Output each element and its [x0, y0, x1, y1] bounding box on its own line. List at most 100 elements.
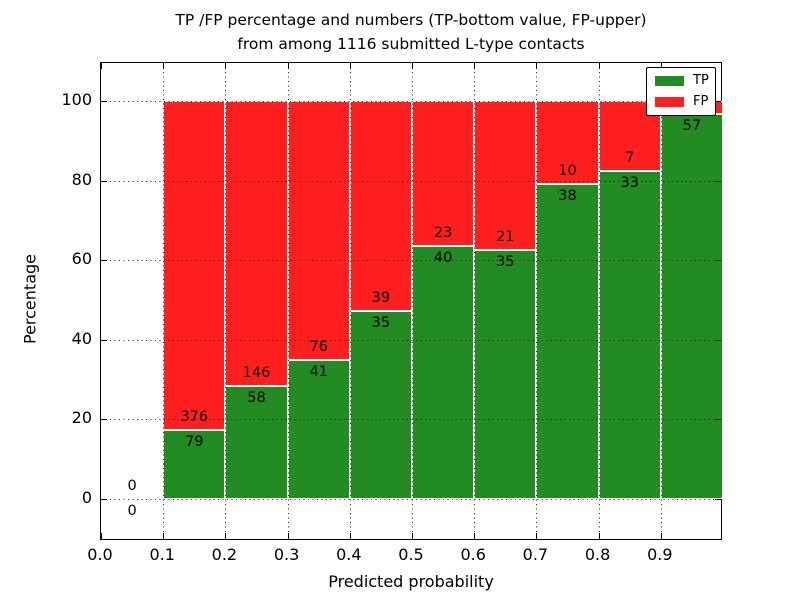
v-gridline	[412, 63, 413, 539]
tp-count-label: 0	[127, 503, 137, 519]
v-gridline	[660, 63, 662, 539]
tp-count-label: 35	[371, 314, 391, 331]
x-tick-mark	[287, 63, 289, 69]
fp-count-label: 23	[433, 225, 453, 242]
fp-count-label: 376	[180, 408, 209, 425]
x-tick-label: 0.9	[647, 545, 673, 564]
y-tick-label: 80	[71, 169, 92, 189]
y-tick-mark	[101, 339, 107, 341]
y-axis-label: Percentage	[20, 253, 40, 345]
x-tick-mark	[225, 63, 227, 69]
fp-count-label: 21	[496, 229, 515, 246]
legend-label-tp: TP	[693, 73, 709, 88]
tp-bar-segment	[536, 183, 599, 499]
x-tick-mark	[660, 533, 662, 539]
tp-bar-segment	[349, 310, 412, 499]
tp-bar-segment	[474, 250, 537, 499]
h-gridline	[101, 339, 721, 341]
x-tick-mark	[287, 533, 289, 539]
y-tick-mark	[101, 260, 107, 262]
tp-bar-segment	[163, 429, 226, 499]
x-tick-mark	[536, 533, 538, 539]
v-gridline	[598, 63, 600, 539]
legend-swatch-fp-icon	[655, 97, 684, 107]
legend-swatch-tp-icon	[655, 76, 684, 86]
tp-count-label: 33	[620, 174, 639, 191]
tp-bar-segment	[225, 385, 288, 499]
x-tick-label: 0.3	[273, 545, 300, 564]
x-tick-mark	[474, 533, 476, 539]
fp-bar-segment	[163, 101, 226, 430]
chart-title: TP /FP percentage and numbers (TP-bottom…	[100, 8, 722, 56]
x-tick-label: 0.2	[211, 545, 238, 564]
tp-bar-segment	[598, 170, 661, 499]
x-tick-mark	[101, 533, 102, 539]
x-tick-mark	[412, 533, 413, 539]
y-tick-label: 60	[71, 249, 92, 269]
fp-bar-segment	[474, 101, 537, 251]
tp-count-label: 35	[496, 254, 515, 271]
y-tick-mark	[715, 180, 721, 182]
fp-bar-segment	[349, 101, 412, 311]
v-gridline	[349, 63, 351, 539]
x-tick-label: 0.6	[460, 545, 486, 564]
v-gridline	[474, 63, 476, 539]
h-gridline	[101, 419, 721, 421]
y-tick-label: 40	[71, 328, 92, 348]
y-tick-label: 100	[61, 90, 92, 109]
tp-count-label: 41	[309, 363, 328, 380]
x-tick-label: 0.7	[522, 545, 549, 564]
legend: TP FP	[646, 67, 716, 116]
x-tick-mark	[412, 63, 413, 69]
y-tick-mark	[101, 419, 107, 421]
y-tick-mark	[715, 260, 721, 262]
y-tick-mark	[715, 419, 721, 421]
tp-count-label: 38	[558, 187, 577, 204]
x-tick-label: 0.0	[87, 545, 113, 564]
h-gridline	[101, 260, 721, 262]
tp-bar-segment	[412, 246, 475, 499]
y-tick-mark	[101, 180, 107, 182]
fp-count-label: 7	[625, 149, 635, 166]
x-tick-label: 0.1	[149, 545, 175, 564]
x-tick-mark	[598, 533, 600, 539]
y-tick-label: 20	[71, 408, 92, 428]
fp-count-label: 146	[242, 364, 271, 381]
v-gridline	[287, 63, 289, 539]
x-tick-mark	[163, 63, 165, 69]
fp-count-label: 0	[127, 478, 137, 494]
chart-title-line2: from among 1116 submitted L-type contact…	[237, 35, 585, 53]
plot-area: TP FP 0 0 376 79 146 58 76 41 39 35 23 40 21 35 10 38 7 3…	[100, 62, 723, 540]
y-tick-mark	[715, 499, 721, 500]
legend-item-fp: FP	[655, 95, 709, 109]
x-tick-mark	[349, 533, 351, 539]
x-tick-mark	[660, 63, 662, 69]
tp-count-label: 40	[433, 250, 453, 267]
legend-item-tp: TP	[655, 74, 709, 88]
y-tick-mark	[715, 339, 721, 341]
legend-label-fp: FP	[693, 94, 709, 109]
fp-count-label: 10	[558, 162, 577, 179]
y-tick-mark	[715, 101, 721, 102]
x-tick-mark	[163, 533, 165, 539]
v-gridline	[225, 63, 227, 539]
x-axis-label: Predicted probability	[328, 572, 494, 591]
x-tick-mark	[349, 63, 351, 69]
x-tick-mark	[536, 63, 538, 69]
x-tick-mark	[598, 63, 600, 69]
tp-bar-segment	[660, 114, 723, 499]
x-tick-mark	[474, 63, 476, 69]
h-gridline	[101, 499, 721, 500]
fp-bar-segment	[225, 101, 288, 386]
x-tick-label: 0.8	[584, 545, 611, 564]
x-tick-label: 0.5	[398, 545, 424, 564]
fp-count-label: 39	[371, 289, 391, 306]
x-tick-label: 0.4	[336, 545, 362, 564]
fp-count-label: 76	[309, 338, 328, 355]
x-tick-mark	[101, 63, 102, 69]
y-tick-mark	[101, 101, 107, 102]
chart-title-line1: TP /FP percentage and numbers (TP-bottom…	[175, 11, 647, 29]
tp-count-label: 79	[185, 433, 204, 450]
h-gridline	[101, 101, 721, 102]
v-gridline	[536, 63, 538, 539]
